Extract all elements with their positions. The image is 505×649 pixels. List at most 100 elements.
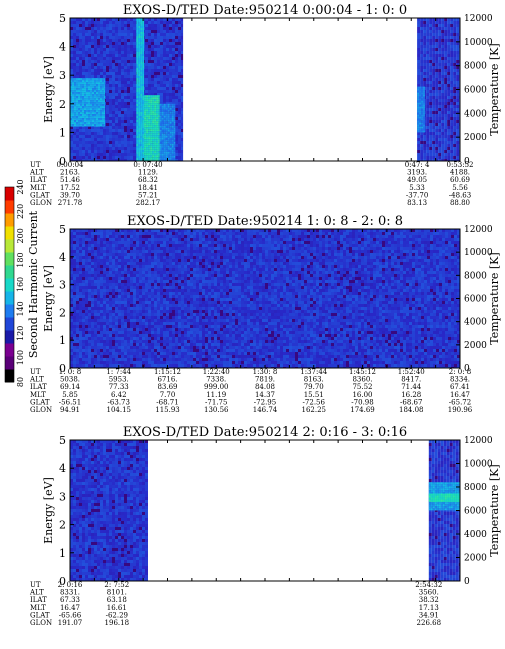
band-cell	[167, 147, 170, 150]
heatmap-cell	[103, 328, 106, 331]
heatmap-cell	[121, 24, 124, 27]
heatmap-cell	[435, 54, 439, 57]
heatmap-cell	[97, 283, 100, 286]
heatmap-cell	[109, 135, 112, 138]
band-cell	[142, 156, 145, 158]
band-cell	[70, 92, 72, 95]
band-cell	[163, 129, 166, 132]
band-cell	[92, 100, 94, 103]
heatmap-cell	[148, 81, 151, 84]
heatmap-cell	[73, 364, 76, 367]
band-cell	[138, 156, 141, 158]
band-cell	[78, 122, 80, 125]
band-cell	[165, 147, 168, 150]
heatmap-cell	[154, 63, 157, 66]
heatmap-cell	[103, 244, 106, 247]
heatmap-cell	[444, 135, 448, 138]
heatmap-cell	[438, 138, 442, 141]
heatmap-cell	[76, 156, 79, 159]
band-cell	[142, 88, 145, 90]
heatmap-cell	[450, 156, 454, 159]
heatmap-cell	[79, 331, 82, 334]
heatmap-cell	[79, 247, 82, 250]
heatmap-cell	[118, 283, 121, 286]
band-cell	[100, 80, 102, 83]
heatmap-cell	[76, 75, 79, 78]
heatmap-cell	[178, 36, 181, 39]
heatmap-cell	[79, 301, 82, 304]
heatmap-cell	[82, 319, 85, 322]
heatmap-cell	[94, 274, 97, 277]
heatmap-cell	[94, 75, 97, 78]
heatmap-cell	[85, 48, 88, 51]
heatmap-cell	[423, 36, 427, 39]
band-cell	[98, 122, 100, 125]
band-cell	[163, 105, 166, 108]
heatmap-cell	[85, 229, 88, 232]
heatmap-cell	[112, 244, 115, 247]
band-cell	[84, 114, 86, 117]
heatmap-cell	[82, 39, 85, 42]
band-cell	[144, 127, 147, 130]
heatmap-cell	[420, 18, 424, 21]
heatmap-cell	[70, 328, 73, 331]
heatmap-cell	[82, 66, 85, 69]
heatmap-cell	[70, 72, 73, 75]
heatmap-cell	[426, 147, 430, 150]
heatmap-cell	[112, 156, 115, 159]
heatmap-cell	[70, 259, 73, 262]
heatmap-cell	[166, 63, 169, 66]
heatmap-cell	[97, 268, 100, 271]
heatmap-cell	[124, 256, 127, 259]
heatmap-cell	[112, 105, 115, 108]
heatmap-cell	[88, 69, 91, 72]
band-cell	[173, 119, 176, 122]
heatmap-cell	[115, 102, 118, 105]
heatmap-cell	[82, 349, 85, 352]
heatmap-cell	[70, 229, 73, 232]
heatmap-cell	[127, 238, 130, 241]
band-cell	[158, 139, 160, 142]
band-cell	[148, 107, 151, 110]
heatmap-cell	[109, 51, 112, 54]
heatmap-cell	[82, 135, 85, 138]
band-cell	[171, 159, 174, 161]
heatmap-cell	[112, 319, 115, 322]
heatmap-cell	[456, 153, 460, 156]
heatmap-cell	[447, 81, 451, 84]
heatmap-cell	[115, 307, 118, 310]
heatmap-cell	[124, 304, 127, 307]
heatmap-cell	[79, 313, 82, 316]
heatmap-cell	[145, 33, 148, 36]
heatmap-cell	[181, 117, 184, 120]
band-cell	[419, 102, 422, 105]
band-cell	[423, 96, 425, 99]
band-cell	[144, 145, 147, 148]
heatmap-cell	[172, 102, 175, 105]
heatmap-cell	[85, 30, 88, 33]
heatmap-cell	[103, 24, 106, 27]
heatmap-cell	[82, 45, 85, 48]
heatmap-cell	[91, 144, 94, 147]
heatmap-cell	[175, 27, 178, 30]
heatmap-cell	[426, 81, 430, 84]
heatmap-cell	[450, 66, 454, 69]
heatmap-cell	[109, 126, 112, 129]
heatmap-cell	[178, 75, 181, 78]
heatmap-cell	[420, 159, 424, 161]
band-cell	[138, 84, 141, 86]
heatmap-cell	[423, 138, 427, 141]
heatmap-cell	[115, 265, 118, 268]
band-cell	[90, 96, 92, 99]
heatmap-cell	[423, 147, 427, 150]
heatmap-cell	[175, 117, 178, 120]
heatmap-cell	[118, 307, 121, 310]
heatmap-cell	[118, 90, 121, 93]
band-cell	[142, 96, 145, 98]
heatmap-cell	[181, 81, 184, 84]
band-cell	[74, 112, 76, 115]
heatmap-cell	[112, 304, 115, 307]
band-cell	[138, 58, 141, 60]
heatmap-cell	[444, 126, 448, 129]
heatmap-cell	[181, 105, 184, 108]
